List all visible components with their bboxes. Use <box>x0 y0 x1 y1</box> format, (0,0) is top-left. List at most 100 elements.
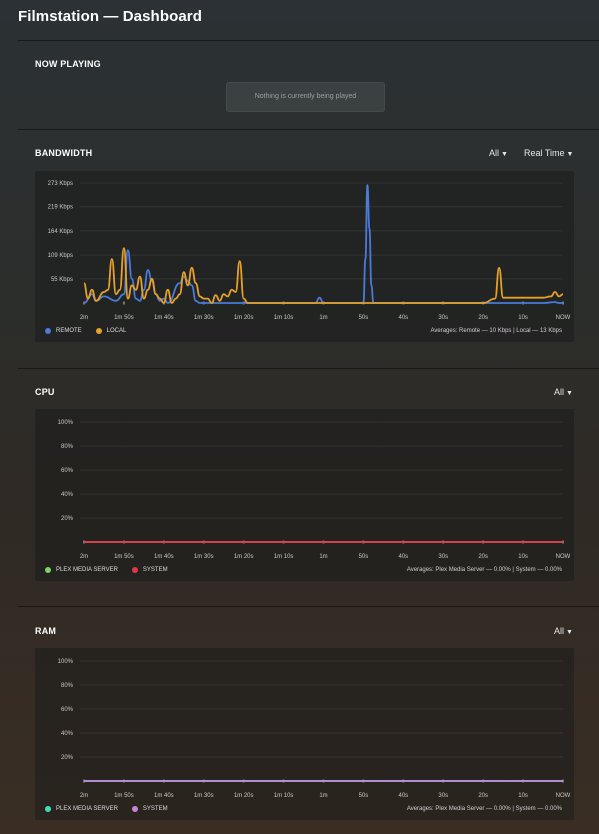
y-tick-label: 100% <box>58 420 74 426</box>
x-tick-label: 10s <box>518 793 528 799</box>
now-playing-heading: NOW PLAYING <box>35 59 101 69</box>
y-tick-label: 55 Kbps <box>51 277 73 283</box>
x-tick-label: 30s <box>438 315 448 321</box>
bandwidth-range-label: Real Time <box>524 148 565 158</box>
y-tick-label: 109 Kbps <box>48 253 73 259</box>
x-tick-label: 1m 50s <box>114 793 134 799</box>
x-tick-label: NOW <box>556 554 571 560</box>
divider <box>18 606 599 607</box>
cpu-legend: PLEX MEDIA SERVER SYSTEM <box>45 567 182 573</box>
x-tick-label: 1m 20s <box>234 315 254 321</box>
ram-chart: 100% 80% 60% 40% 20% 2m 1m 50s 1m 40s 1m 30s 1m 2… <box>58 659 571 799</box>
x-tick-label: NOW <box>556 315 571 321</box>
legend-label-system: SYSTEM <box>142 567 168 573</box>
x-tick-label: 1m 20s <box>234 554 254 560</box>
y-tick-label: 80% <box>61 444 74 450</box>
x-tick-label: 1m <box>319 315 327 321</box>
cpu-filter-label: All <box>554 387 565 397</box>
y-tick-label: 60% <box>61 707 74 713</box>
divider <box>18 129 599 130</box>
cpu-heading: CPU <box>35 387 55 397</box>
y-tick-label: 100% <box>58 659 74 665</box>
legend-label-system: SYSTEM <box>142 806 168 812</box>
ram-chart-panel: 100% 80% 60% 40% 20% 2m 1m 50s 1m 40s 1m 30s 1m 2… <box>35 648 574 820</box>
caret-down-icon: ▼ <box>566 390 573 397</box>
x-tick-label: 40s <box>398 315 408 321</box>
legend-dot-remote <box>45 328 51 334</box>
x-tick-label: 2m <box>80 315 88 321</box>
x-tick-label: 2m <box>80 554 88 560</box>
bandwidth-chart-panel: 273 Kbps 219 Kbps 164 Kbps 109 Kbps 55 Kbps 2… <box>35 171 574 342</box>
now-playing-empty-message: Nothing is currently being played <box>226 82 385 112</box>
series-line-local <box>83 247 564 304</box>
y-tick-label: 40% <box>61 731 74 737</box>
legend-dot-plex-media-server <box>45 806 51 812</box>
divider <box>18 368 599 369</box>
legend-label-local: LOCAL <box>106 328 127 334</box>
bandwidth-range-dropdown[interactable]: Real Time ▼ <box>524 148 573 158</box>
legend-label-plex-media-server: PLEX MEDIA SERVER <box>56 806 118 812</box>
y-tick-label: 164 Kbps <box>48 229 73 235</box>
x-tick-label: 1m 30s <box>194 315 214 321</box>
y-tick-label: 40% <box>61 492 74 498</box>
x-tick-label: 2m <box>80 793 88 799</box>
x-tick-label: 1m <box>319 793 327 799</box>
y-tick-label: 80% <box>61 683 74 689</box>
bandwidth-legend: REMOTE LOCAL <box>45 328 140 334</box>
ram-heading: RAM <box>35 626 57 636</box>
cpu-filter-dropdown[interactable]: All ▼ <box>554 387 573 397</box>
x-tick-label: 40s <box>398 793 408 799</box>
x-tick-label: 1m 40s <box>154 554 174 560</box>
x-tick-label: 30s <box>438 793 448 799</box>
caret-down-icon: ▼ <box>566 629 573 636</box>
x-tick-label: 1m 40s <box>154 793 174 799</box>
y-tick-label: 273 Kbps <box>48 181 73 187</box>
y-tick-label: 60% <box>61 468 74 474</box>
y-tick-label: 20% <box>61 516 74 522</box>
x-tick-label: 1m <box>319 554 327 560</box>
cpu-chart-panel: 100% 80% 60% 40% 20% 2m 1m 50s 1m 40s 1m 30s 1m 2… <box>35 409 574 581</box>
x-tick-label: 1m 10s <box>274 793 294 799</box>
x-tick-label: 50s <box>359 554 369 560</box>
bandwidth-chart: 273 Kbps 219 Kbps 164 Kbps 109 Kbps 55 Kbps 2… <box>48 181 571 321</box>
x-tick-label: 10s <box>518 315 528 321</box>
cpu-averages: Averages: Plex Media Server — 0.00% | Sy… <box>406 567 562 573</box>
x-tick-label: 10s <box>518 554 528 560</box>
page-title: Filmstation — Dashboard <box>18 8 202 25</box>
x-tick-label: 1m 20s <box>234 793 254 799</box>
ram-legend: PLEX MEDIA SERVER SYSTEM <box>45 806 182 812</box>
x-tick-label: NOW <box>556 793 571 799</box>
x-tick-label: 1m 50s <box>114 315 134 321</box>
x-tick-label: 20s <box>478 793 488 799</box>
legend-dot-local <box>95 328 102 334</box>
divider <box>18 40 599 41</box>
legend-label-remote: REMOTE <box>56 328 82 334</box>
x-tick-label: 30s <box>438 554 448 560</box>
x-tick-label: 1m 30s <box>194 793 214 799</box>
x-tick-label: 20s <box>478 315 488 321</box>
x-tick-label: 20s <box>478 554 488 560</box>
y-tick-label: 219 Kbps <box>48 205 73 211</box>
x-tick-label: 1m 40s <box>154 315 174 321</box>
ram-averages: Averages: Plex Media Server — 0.00% | Sy… <box>406 806 562 812</box>
x-tick-mark <box>122 301 125 305</box>
bandwidth-heading: BANDWIDTH <box>35 148 93 158</box>
caret-down-icon: ▼ <box>501 151 508 158</box>
x-tick-label: 1m 10s <box>274 554 294 560</box>
y-tick-label: 20% <box>61 755 74 761</box>
legend-dot-system <box>131 806 138 812</box>
ram-filter-label: All <box>554 626 565 636</box>
x-tick-label: 1m 50s <box>114 554 134 560</box>
cpu-chart: 100% 80% 60% 40% 20% 2m 1m 50s 1m 40s 1m 30s 1m 2… <box>58 420 571 560</box>
bandwidth-filter-dropdown[interactable]: All ▼ <box>489 148 508 158</box>
x-tick-label: 50s <box>359 793 369 799</box>
x-tick-label: 1m 30s <box>194 554 214 560</box>
x-tick-label: 40s <box>398 554 408 560</box>
x-tick-label: 1m 10s <box>274 315 294 321</box>
legend-dot-plex-media-server <box>45 567 51 573</box>
legend-dot-system <box>131 567 138 573</box>
ram-filter-dropdown[interactable]: All ▼ <box>554 626 573 636</box>
bandwidth-filter-label: All <box>489 148 500 158</box>
legend-label-plex-media-server: PLEX MEDIA SERVER <box>56 567 118 573</box>
bandwidth-averages: Averages: Remote — 10 Kbps | Local — 13 … <box>430 328 562 334</box>
